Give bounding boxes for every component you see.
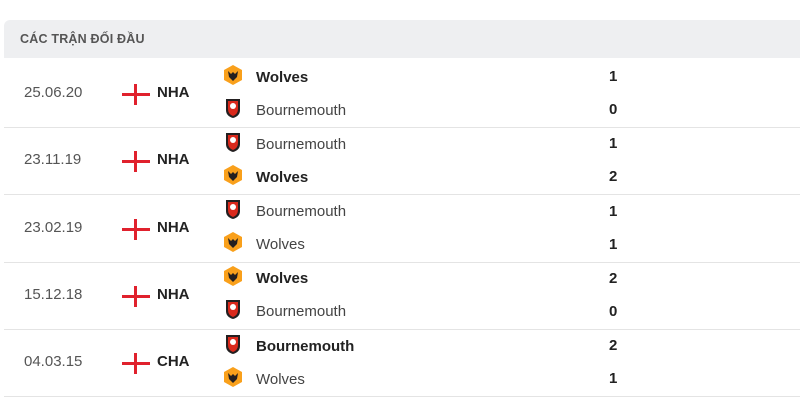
away-score: 1 (609, 235, 618, 253)
england-flag-icon (122, 84, 150, 105)
england-flag-icon (122, 353, 150, 375)
england-flag-icon (122, 218, 150, 240)
match-row[interactable]: 04.03.15 CHA Bournemouth 2 Wolves 1 (4, 329, 800, 398)
competition: NHA (157, 218, 190, 236)
team-name: Bournemouth (256, 303, 347, 321)
bournemouth-crest-icon (222, 298, 244, 325)
section-header: CÁC TRẬN ĐỐI ĐẦU (4, 20, 800, 58)
match-date: 25.06.20 (24, 84, 83, 101)
wolves-crest-icon (222, 366, 244, 393)
match-row[interactable]: 23.11.19 NHA Bournemouth 1 Wolves 2 (4, 127, 800, 196)
away-score: 1 (609, 370, 618, 388)
match-date: 15.12.18 (24, 285, 83, 303)
competition: NHA (157, 84, 190, 101)
away-team[interactable]: Wolves (222, 366, 305, 393)
home-team[interactable]: Bournemouth (222, 132, 346, 156)
team-name: Bournemouth (256, 337, 355, 355)
section-title: CÁC TRẬN ĐỐI ĐẦU (20, 32, 145, 46)
match-row[interactable]: 25.06.20 NHA Wolves 1 Bournemouth 0 (4, 60, 800, 128)
away-score: 0 (609, 101, 618, 118)
team-name: Wolves (256, 270, 309, 288)
team-name: Bournemouth (256, 135, 347, 153)
bournemouth-crest-icon (222, 333, 244, 360)
away-team[interactable]: Bournemouth (222, 300, 346, 324)
england-flag-icon (122, 285, 150, 307)
team-name: Wolves (256, 68, 309, 86)
wolves-crest-icon (222, 164, 244, 191)
home-team[interactable]: Bournemouth (222, 334, 354, 358)
bournemouth-crest-icon (222, 198, 244, 225)
team-name: Bournemouth (256, 101, 347, 119)
england-flag-icon (122, 151, 150, 173)
match-date: 23.02.19 (24, 218, 83, 236)
team-name: Wolves (256, 168, 309, 186)
away-team[interactable]: Wolves (222, 164, 309, 191)
home-score: 1 (609, 68, 618, 85)
team-name: Wolves (256, 236, 305, 254)
bournemouth-crest-icon (222, 131, 244, 158)
home-team[interactable]: Bournemouth (222, 200, 346, 224)
home-score: 2 (609, 337, 618, 355)
team-name: Bournemouth (256, 203, 347, 221)
home-score: 2 (609, 269, 618, 287)
match-date: 23.11.19 (24, 151, 82, 169)
competition: NHA (157, 151, 190, 169)
wolves-crest-icon (222, 231, 244, 258)
team-name: Wolves (256, 370, 305, 388)
match-row[interactable]: 23.02.19 NHA Bournemouth 1 Wolves 1 (4, 195, 800, 263)
bournemouth-crest-icon (222, 97, 244, 124)
away-score: 2 (609, 168, 618, 186)
competition: CHA (157, 353, 190, 371)
match-date: 04.03.15 (24, 353, 83, 371)
home-score: 1 (609, 135, 618, 153)
away-team[interactable]: Wolves (222, 231, 305, 258)
match-row[interactable]: 15.12.18 NHA Wolves 2 Bournemouth 0 (4, 262, 800, 330)
away-score: 0 (609, 302, 618, 320)
competition: NHA (157, 285, 190, 303)
home-score: 1 (609, 202, 618, 220)
home-team[interactable]: Wolves (222, 265, 309, 292)
wolves-crest-icon (222, 64, 244, 91)
home-team[interactable]: Wolves (222, 64, 309, 91)
wolves-crest-icon (222, 265, 244, 292)
away-team[interactable]: Bournemouth (222, 98, 346, 122)
